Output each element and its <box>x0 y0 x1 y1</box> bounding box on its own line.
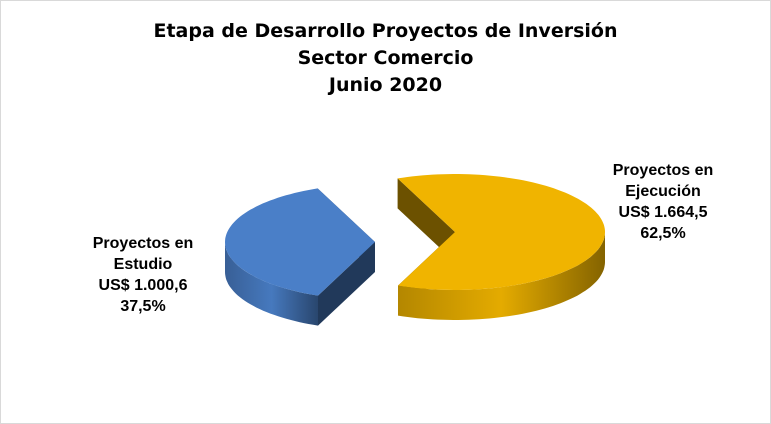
slice-percent-label: 37,5% <box>120 298 166 315</box>
chart-date: Junio 2020 <box>328 74 443 96</box>
slice-cut-face <box>397 178 455 262</box>
pie-slice <box>397 174 605 320</box>
slice-percent-label: 62,5% <box>640 225 686 242</box>
chart-subtitle: Sector Comercio <box>297 47 474 69</box>
slice-category-label: Proyectos en Ejecución <box>612 162 714 200</box>
chart-title: Etapa de Desarrollo Proyectos de Inversi… <box>153 20 618 42</box>
slice-category-label: Proyectos en Estudio <box>92 235 194 273</box>
slice-side <box>398 232 605 320</box>
slice-cut-face <box>318 242 375 326</box>
slice-top <box>225 188 375 296</box>
slice-side <box>225 242 318 326</box>
slice-value-label: US$ 1.664,5 <box>618 204 708 221</box>
pie-slice <box>225 188 375 326</box>
slice-value-label: US$ 1.000,6 <box>98 277 188 294</box>
slice-top <box>397 174 605 290</box>
